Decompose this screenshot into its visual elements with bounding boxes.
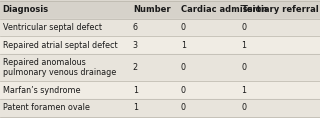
Text: Tertiary referral: Tertiary referral	[242, 5, 318, 14]
Text: 0: 0	[181, 86, 186, 95]
Text: Diagnosis: Diagnosis	[3, 5, 49, 14]
Text: 1: 1	[181, 41, 186, 50]
Text: 6: 6	[133, 23, 138, 32]
Text: 1: 1	[133, 103, 138, 112]
Text: 2: 2	[133, 63, 138, 72]
Text: 1: 1	[133, 86, 138, 95]
Text: Repaired anomalous
pulmonary venous drainage: Repaired anomalous pulmonary venous drai…	[3, 58, 116, 77]
Text: 0: 0	[181, 63, 186, 72]
Bar	[0, 19, 320, 36]
Text: 0: 0	[242, 63, 247, 72]
Text: Patent foramen ovale: Patent foramen ovale	[3, 103, 89, 112]
Text: 1: 1	[242, 41, 247, 50]
Bar	[0, 99, 320, 117]
Bar	[0, 54, 320, 81]
Text: Marfan’s syndrome: Marfan’s syndrome	[3, 86, 80, 95]
Text: Ventricular septal defect: Ventricular septal defect	[3, 23, 101, 32]
Text: 0: 0	[181, 103, 186, 112]
Text: 0: 0	[242, 103, 247, 112]
Bar	[0, 36, 320, 54]
Bar	[0, 81, 320, 99]
Text: Cardiac admission: Cardiac admission	[181, 5, 267, 14]
Text: Repaired atrial septal defect: Repaired atrial septal defect	[3, 41, 117, 50]
Bar	[0, 1, 320, 19]
Text: Number: Number	[133, 5, 171, 14]
Text: 0: 0	[181, 23, 186, 32]
Text: 0: 0	[242, 23, 247, 32]
Text: 3: 3	[133, 41, 138, 50]
Text: 1: 1	[242, 86, 247, 95]
